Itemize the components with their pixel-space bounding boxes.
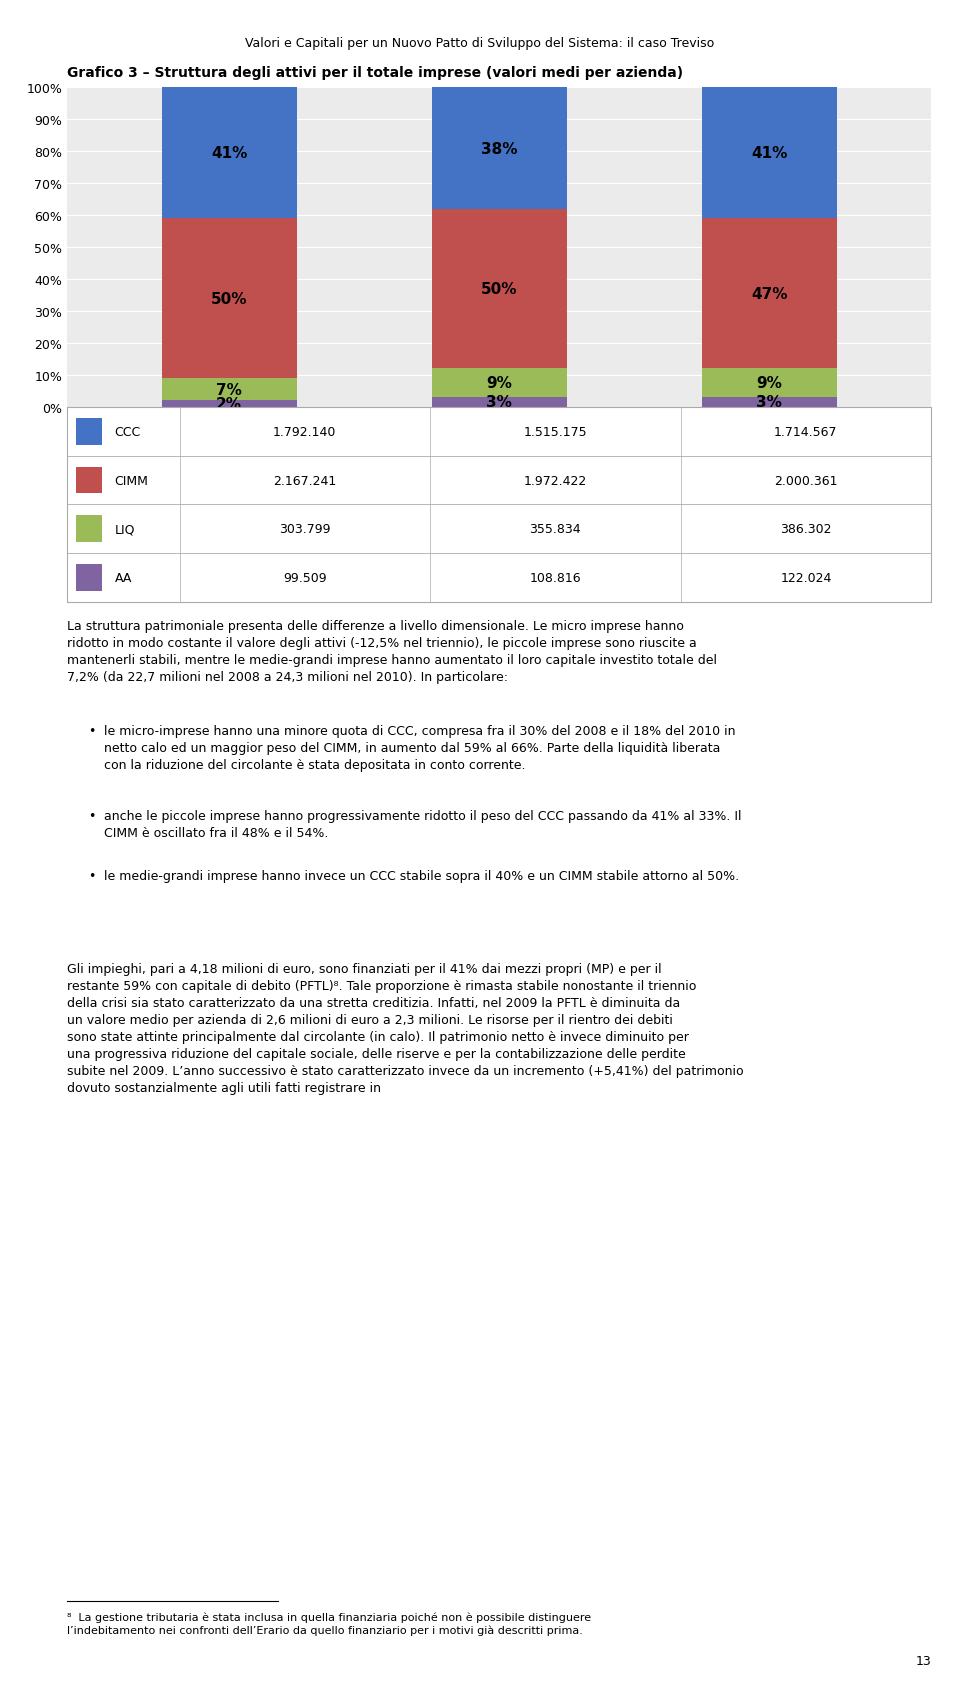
Text: 7%: 7% xyxy=(216,382,242,397)
Bar xyxy=(67,408,931,457)
Text: CIMM: CIMM xyxy=(115,474,149,487)
Text: 50%: 50% xyxy=(211,292,248,306)
Bar xyxy=(702,368,837,397)
Text: anche le piccole imprese hanno progressivamente ridotto il peso del CCC passando: anche le piccole imprese hanno progressi… xyxy=(104,810,741,841)
Text: 50%: 50% xyxy=(481,282,517,297)
Text: 9%: 9% xyxy=(487,375,512,391)
Text: le micro-imprese hanno una minore quota di CCC, compresa fra il 30% del 2008 e i: le micro-imprese hanno una minore quota … xyxy=(104,725,735,773)
Bar xyxy=(67,554,931,603)
Text: 108.816: 108.816 xyxy=(530,572,581,584)
Text: ⁸  La gestione tributaria è stata inclusa in quella finanziaria poiché non è pos: ⁸ La gestione tributaria è stata inclusa… xyxy=(67,1611,591,1635)
Text: 13: 13 xyxy=(916,1654,931,1667)
Bar xyxy=(76,467,102,494)
Text: La struttura patrimoniale presenta delle differenze a livello dimensionale. Le m: La struttura patrimoniale presenta delle… xyxy=(67,620,717,684)
Text: LIQ: LIQ xyxy=(115,523,135,537)
Bar xyxy=(702,219,837,368)
Text: 9%: 9% xyxy=(756,375,782,391)
Text: 1.792.140: 1.792.140 xyxy=(273,426,337,438)
Text: 355.834: 355.834 xyxy=(530,523,581,537)
Bar xyxy=(702,397,837,408)
Text: 38%: 38% xyxy=(481,141,517,156)
Bar xyxy=(76,418,102,445)
Text: •: • xyxy=(88,810,96,824)
Bar xyxy=(432,209,566,368)
Text: 47%: 47% xyxy=(751,287,787,302)
Bar xyxy=(67,457,931,506)
Text: 1.714.567: 1.714.567 xyxy=(774,426,838,438)
Text: 2%: 2% xyxy=(216,397,242,413)
Text: •: • xyxy=(88,725,96,739)
Text: 386.302: 386.302 xyxy=(780,523,831,537)
Text: Grafico 3 – Struttura degli attivi per il totale imprese (valori medi per aziend: Grafico 3 – Struttura degli attivi per i… xyxy=(67,66,684,80)
Bar xyxy=(432,368,566,397)
Bar xyxy=(432,397,566,408)
Text: Valori e Capitali per un Nuovo Patto di Sviluppo del Sistema: il caso Treviso: Valori e Capitali per un Nuovo Patto di … xyxy=(246,37,714,51)
Bar xyxy=(76,516,102,543)
Text: 122.024: 122.024 xyxy=(780,572,831,584)
Text: 1.515.175: 1.515.175 xyxy=(523,426,588,438)
Text: AA: AA xyxy=(115,572,132,584)
Bar xyxy=(161,88,297,219)
Text: 1.972.422: 1.972.422 xyxy=(524,474,587,487)
Bar xyxy=(432,88,566,209)
Text: le medie-grandi imprese hanno invece un CCC stabile sopra il 40% e un CIMM stabi: le medie-grandi imprese hanno invece un … xyxy=(104,869,739,883)
Bar xyxy=(67,506,931,554)
Text: 2.000.361: 2.000.361 xyxy=(774,474,838,487)
Text: 99.509: 99.509 xyxy=(283,572,326,584)
Text: 3%: 3% xyxy=(756,396,782,411)
Text: 303.799: 303.799 xyxy=(279,523,330,537)
Text: 3%: 3% xyxy=(487,396,512,411)
Bar xyxy=(161,219,297,379)
Bar xyxy=(161,379,297,401)
Text: 41%: 41% xyxy=(211,146,248,161)
Text: •: • xyxy=(88,869,96,883)
Bar xyxy=(76,565,102,593)
Text: Gli impieghi, pari a 4,18 milioni di euro, sono finanziati per il 41% dai mezzi : Gli impieghi, pari a 4,18 milioni di eur… xyxy=(67,963,744,1095)
Text: 2.167.241: 2.167.241 xyxy=(274,474,336,487)
Bar xyxy=(161,401,297,408)
Text: CCC: CCC xyxy=(115,426,141,438)
Text: 41%: 41% xyxy=(751,146,787,161)
Bar xyxy=(702,88,837,219)
